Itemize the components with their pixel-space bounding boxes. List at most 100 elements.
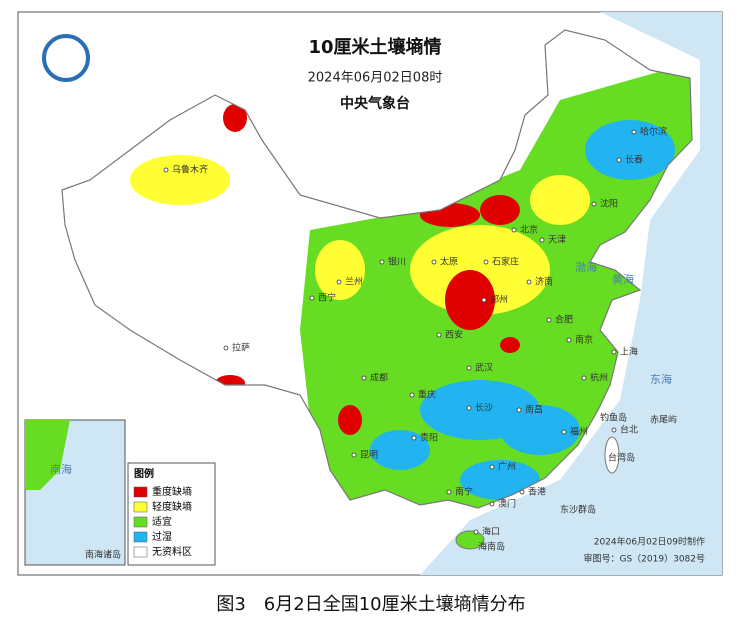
city-label: 拉萨 <box>232 342 250 354</box>
city-marker <box>511 227 517 233</box>
city-marker <box>446 489 452 495</box>
inset-land <box>25 420 70 490</box>
city-marker <box>466 405 472 411</box>
map-title: 10厘米土壤墒情 <box>308 36 441 58</box>
city-label: 南海诸岛 <box>85 549 121 561</box>
city-marker <box>526 279 532 285</box>
city-marker <box>616 157 622 163</box>
legend-label: 重度缺墒 <box>152 485 192 498</box>
city-label: 赤尾屿 <box>650 415 677 426</box>
city-label: 南宁 <box>455 486 473 498</box>
city-label: 兰州 <box>345 276 363 288</box>
city-label: 成都 <box>370 372 388 384</box>
legend-label: 轻度缺墒 <box>152 500 192 513</box>
city-label: 合肥 <box>555 314 573 326</box>
city-marker <box>539 237 545 243</box>
city-marker <box>631 129 637 135</box>
hainan <box>455 530 485 550</box>
city-label: 广州 <box>498 461 516 473</box>
city-label: 贵阳 <box>420 432 438 444</box>
city-label: 上海 <box>620 346 638 358</box>
severe-dry <box>500 337 520 353</box>
wet <box>500 405 580 455</box>
city-marker <box>431 259 437 265</box>
city-label: 长沙 <box>475 402 493 414</box>
sea-area <box>420 12 722 575</box>
wet <box>585 120 675 180</box>
city-marker <box>481 297 487 303</box>
city-label: 济南 <box>535 276 553 288</box>
city-label: 昆明 <box>360 450 378 461</box>
sea-label: 渤海 <box>575 260 597 274</box>
city-label: 钓鱼岛 <box>600 412 627 424</box>
legend-swatch <box>133 546 148 558</box>
city-label: 台北 <box>620 424 638 436</box>
city-label: 台湾岛 <box>608 452 635 464</box>
city-marker <box>611 427 617 433</box>
city-marker <box>489 464 495 470</box>
city-label: 武汉 <box>475 362 493 374</box>
dry <box>315 240 365 300</box>
city-marker <box>611 349 617 355</box>
city-label: 杭州 <box>590 372 608 384</box>
city-label: 澳门 <box>498 498 516 510</box>
city-marker <box>436 332 442 338</box>
china-border <box>61 29 693 509</box>
city-marker <box>163 167 169 173</box>
city-marker <box>336 279 342 285</box>
dry <box>530 175 590 225</box>
city-label: 南京 <box>575 334 593 346</box>
city-label: 郑州 <box>490 294 508 306</box>
city-marker <box>591 201 597 207</box>
legend-label: 过湿 <box>152 530 172 543</box>
severe-dry <box>338 405 362 435</box>
city-label: 长春 <box>625 154 643 166</box>
legend-label: 适宜 <box>152 515 172 528</box>
city-marker <box>361 375 367 381</box>
city-label: 哈尔滨 <box>640 126 667 138</box>
city-label: 银川 <box>388 256 406 268</box>
review-number: 审图号：GS（2019）3082号 <box>584 553 706 565</box>
map-datetime: 2024年06月02日08时 <box>308 71 443 86</box>
city-label: 石家庄 <box>492 256 519 268</box>
dry <box>410 225 550 315</box>
agency: 中央气象台 <box>340 95 410 112</box>
city-marker <box>519 489 525 495</box>
city-marker <box>351 452 357 458</box>
city-label: 海南岛 <box>478 541 505 553</box>
city-marker <box>309 295 315 301</box>
severe-dry <box>445 270 495 330</box>
city-marker <box>466 365 472 371</box>
city-marker <box>489 501 495 507</box>
severe-dry <box>223 104 247 132</box>
city-label: 重庆 <box>418 389 436 401</box>
city-label: 乌鲁木齐 <box>172 164 208 176</box>
legend-swatch <box>133 516 148 528</box>
caption: 图3 6月2日全国10厘米土壤墒情分布 <box>216 594 525 615</box>
legend-title: 图例 <box>134 467 154 480</box>
city-label: 福州 <box>570 426 588 438</box>
logo <box>42 34 90 82</box>
city-marker <box>223 345 229 351</box>
wet <box>460 460 540 500</box>
legend-swatch <box>133 486 148 498</box>
city-marker <box>379 259 385 265</box>
city-marker <box>581 375 587 381</box>
city-marker <box>409 392 415 398</box>
legend-swatch <box>133 501 148 513</box>
city-label: 香港 <box>528 486 546 498</box>
city-label: 西安 <box>445 329 463 341</box>
made-time: 2024年06月02日09时制作 <box>594 536 705 548</box>
city-marker <box>483 259 489 265</box>
city-marker <box>473 529 479 535</box>
city-label: 西宁 <box>318 292 336 304</box>
city-marker <box>516 407 522 413</box>
sea-label: 黄海 <box>612 272 634 286</box>
sea-label: 东海 <box>650 372 672 386</box>
city-marker <box>411 435 417 441</box>
severe-dry <box>480 195 520 225</box>
city-marker <box>546 317 552 323</box>
city-marker <box>566 337 572 343</box>
city-label: 太原 <box>440 256 458 268</box>
